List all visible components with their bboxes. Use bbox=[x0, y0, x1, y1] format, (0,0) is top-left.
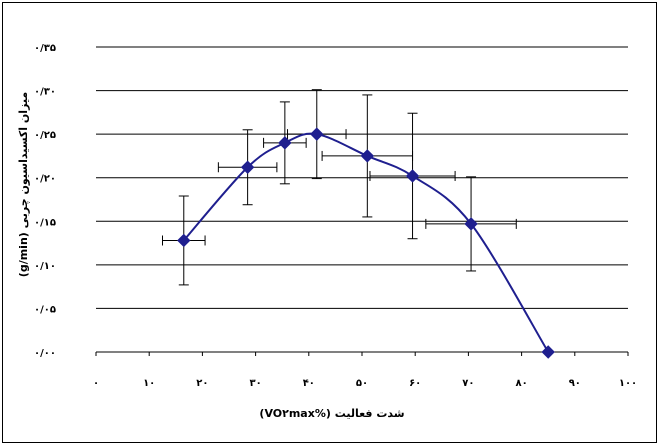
x-tick-label: ۱۰۰ bbox=[619, 378, 637, 389]
y-tick-label: ۰/۱۵ bbox=[34, 217, 56, 228]
y-axis-title: میزان اکسیداسیون چربی (g/min) bbox=[17, 92, 30, 277]
data-point-diamond bbox=[360, 149, 375, 163]
y-tick-labels: ۰/۰۰ ۰/۰۵ ۰/۱۰ ۰/۱۵ ۰/۲۰ ۰/۲۵ ۰/۳۰ ۰/۳۵ bbox=[34, 43, 56, 359]
x-tick-label: ۸۰ bbox=[515, 378, 527, 389]
x-tick-label: ۳۰ bbox=[249, 378, 261, 389]
y-tick-label: ۰/۰۰ bbox=[34, 348, 56, 359]
y-tick-label: ۰/۲۰ bbox=[34, 174, 56, 185]
y-tick-label: ۰/۲۵ bbox=[34, 130, 56, 141]
x-tick-label: ۱۰ bbox=[143, 378, 155, 389]
x-tick-label: ۲۰ bbox=[196, 378, 208, 389]
data-point-diamond bbox=[464, 217, 478, 231]
chart-frame: ۰/۰۰ ۰/۰۵ ۰/۱۰ ۰/۱۵ ۰/۲۰ ۰/۲۵ ۰/۳۰ ۰/۳۵ ۰ ۱۰ ۲۰ ۳۰… bbox=[2, 2, 657, 443]
fat-oxidation-chart: ۰/۰۰ ۰/۰۵ ۰/۱۰ ۰/۱۵ ۰/۲۰ ۰/۲۵ ۰/۳۰ ۰/۳۵ ۰ ۱۰ ۲۰ ۳۰… bbox=[17, 43, 637, 420]
data-point-diamond bbox=[177, 233, 191, 248]
x-tick-labels: ۰ ۱۰ ۲۰ ۳۰ ۴۰ ۵۰ ۶۰ ۷۰ ۸۰ ۹۰ ۱۰۰ bbox=[93, 378, 637, 389]
y-tick-label: ۰/۱۰ bbox=[34, 261, 56, 272]
data-points bbox=[177, 127, 555, 359]
data-point-diamond bbox=[405, 169, 420, 183]
x-tick-label: ۶۰ bbox=[409, 378, 421, 389]
y-tick-label: ۰/۰۵ bbox=[34, 304, 56, 315]
grid-lines bbox=[96, 46, 628, 309]
x-tick-label: ۵۰ bbox=[356, 378, 368, 389]
fit-curve bbox=[183, 132, 550, 353]
x-tick-label: ۰ bbox=[93, 378, 99, 389]
x-axis-title: شدت فعالیت (%VO۲max) bbox=[259, 407, 404, 420]
y-tick-label: ۰/۳۰ bbox=[34, 87, 56, 98]
data-point-diamond bbox=[310, 127, 324, 141]
data-point-diamond bbox=[278, 136, 292, 150]
x-tick-label: ۴۰ bbox=[303, 378, 315, 389]
trend-curve bbox=[183, 132, 550, 353]
x-tick-label: ۷۰ bbox=[462, 378, 474, 389]
y-tick-label: ۰/۳۵ bbox=[34, 43, 56, 54]
axes bbox=[95, 351, 629, 356]
data-point-diamond bbox=[541, 345, 555, 359]
data-point-diamond bbox=[240, 160, 255, 174]
x-tick-label: ۹۰ bbox=[569, 378, 581, 389]
error-bars bbox=[162, 89, 517, 286]
